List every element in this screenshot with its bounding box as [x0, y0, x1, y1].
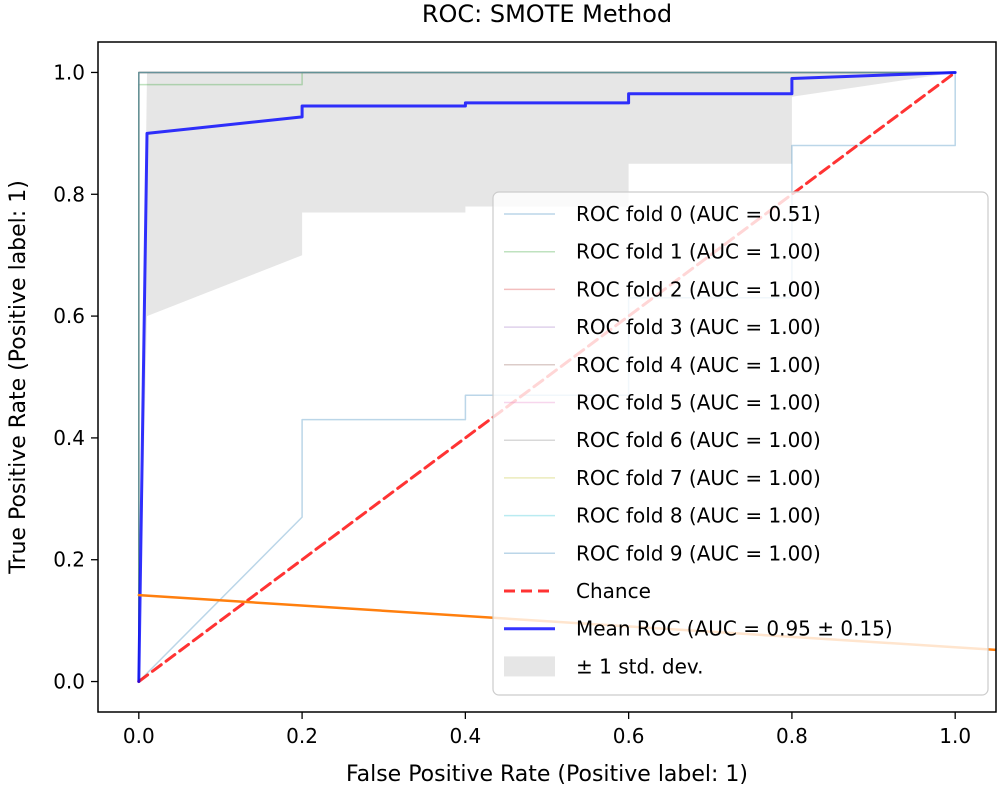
x-tick-label: 0.2: [286, 724, 318, 748]
legend-label: ROC fold 8 (AUC = 1.00): [576, 504, 821, 528]
legend-label: ROC fold 9 (AUC = 1.00): [576, 541, 821, 565]
y-tick-label: 0.4: [53, 426, 85, 450]
legend-label: ROC fold 0 (AUC = 0.51): [576, 202, 821, 226]
series-line-roc-fold-9-auc-1-00: [138, 71, 956, 683]
legend-label: ROC fold 6 (AUC = 1.00): [576, 428, 821, 452]
x-tick-label: 0.8: [776, 724, 808, 748]
x-tick-label: 0.0: [123, 724, 155, 748]
y-axis-label: True Positive Rate (Positive label: 1): [6, 180, 31, 575]
y-tick-label: 0.2: [53, 548, 85, 572]
legend-label: ± 1 std. dev.: [576, 654, 704, 678]
legend-label: Mean ROC (AUC = 0.95 ± 0.15): [576, 617, 893, 641]
x-tick-label: 0.4: [449, 724, 481, 748]
legend-label: ROC fold 1 (AUC = 1.00): [576, 240, 821, 264]
series-line-roc-fold-4-auc-1-00: [138, 71, 956, 683]
y-tick-label: 1.0: [53, 60, 85, 84]
series-line-roc-fold-8-auc-1-00: [138, 71, 956, 683]
y-tick-label: 0.6: [53, 304, 85, 328]
series-line-roc-fold-3-auc-1-00: [138, 71, 956, 683]
legend-box: [492, 191, 989, 696]
series-line-mean-roc-auc-0-95-0-15: [137, 71, 957, 683]
legend-label: ROC fold 5 (AUC = 1.00): [576, 391, 821, 415]
legend-label: ROC fold 2 (AUC = 1.00): [576, 277, 821, 301]
legend-label: Chance: [576, 579, 651, 603]
x-axis-label: False Positive Rate (Positive label: 1): [346, 762, 748, 787]
series-line-roc-fold-2-auc-1-00: [138, 71, 956, 683]
legend-handle-std-band: [504, 656, 555, 677]
x-tick-label: 0.6: [613, 724, 645, 748]
legend-label: ROC fold 3 (AUC = 1.00): [576, 315, 821, 339]
plot-frame: [97, 41, 997, 713]
series-line-roc-fold-1-auc-1-00: [138, 71, 956, 683]
series-line-roc-fold-5-auc-1-00: [138, 71, 956, 683]
series-line-roc-fold-7-auc-1-00: [138, 71, 956, 683]
legend-label: ROC fold 4 (AUC = 1.00): [576, 353, 821, 377]
legend-label: ROC fold 7 (AUC = 1.00): [576, 466, 821, 490]
y-tick-label: 0.0: [53, 670, 85, 694]
y-tick-label: 0.8: [53, 182, 85, 206]
series-line-roc-fold-6-auc-1-00: [138, 71, 956, 683]
chart-title: ROC: SMOTE Method: [422, 0, 672, 28]
x-tick-label: 1.0: [939, 724, 971, 748]
legend: ROC fold 0 (AUC = 0.51) ROC fold 1 (AUC =…: [492, 191, 989, 696]
